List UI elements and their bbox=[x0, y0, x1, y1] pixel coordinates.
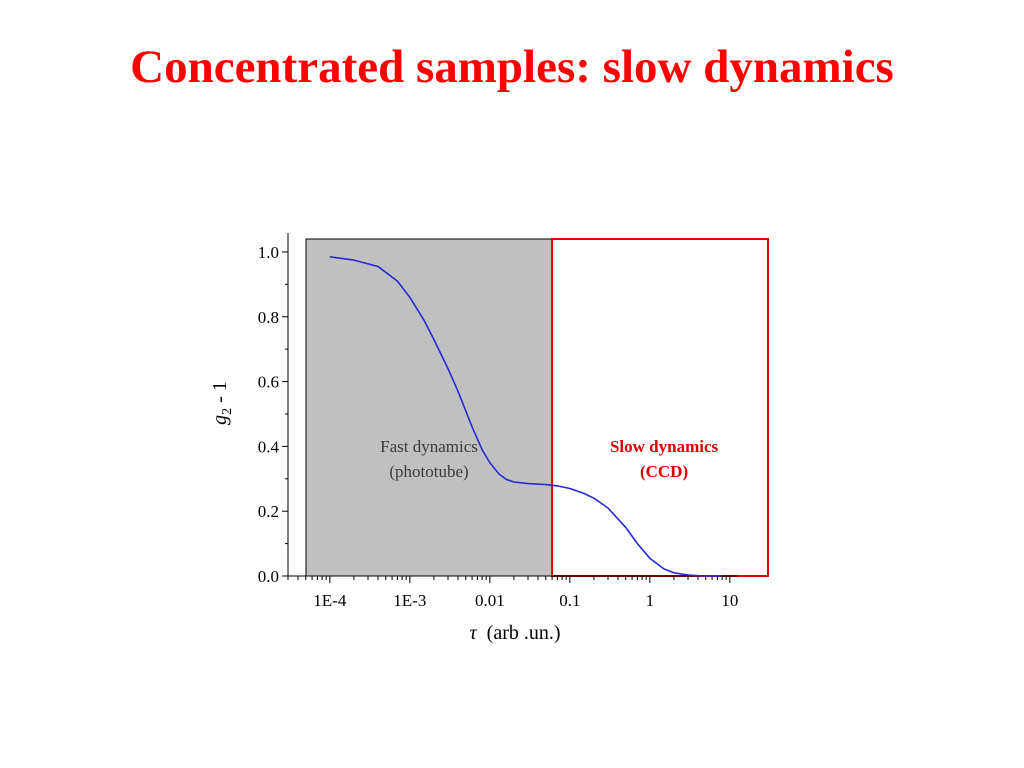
y-axis-title: g2 - 1 bbox=[209, 381, 235, 425]
fast-region-label: Fast dynamics bbox=[380, 437, 478, 456]
fast-region bbox=[305, 238, 553, 577]
y-tick-label: 0.6 bbox=[258, 373, 279, 392]
y-axis-suffix: - 1 bbox=[209, 381, 231, 408]
fast-region-label: (phototube) bbox=[389, 462, 468, 481]
y-axis-subscript: 2 bbox=[220, 408, 235, 415]
x-tick-label: 10 bbox=[721, 591, 738, 610]
slow-region-label: Slow dynamics bbox=[610, 437, 719, 456]
x-axis-title: τ (arb .un.) bbox=[469, 622, 560, 644]
slide-title: Concentrated samples: slow dynamics bbox=[130, 41, 894, 93]
y-axis-base: g bbox=[209, 415, 231, 425]
slow-region bbox=[551, 238, 769, 577]
x-axis-unit: (arb .un.) bbox=[487, 622, 561, 644]
y-tick-label: 0.8 bbox=[258, 308, 279, 327]
y-tick-label: 0.2 bbox=[258, 502, 279, 521]
x-tick-label: 0.01 bbox=[475, 591, 505, 610]
y-tick-label: 0.4 bbox=[258, 437, 280, 456]
data-curve bbox=[329, 256, 723, 577]
slow-region-label: (CCD) bbox=[640, 462, 688, 481]
x-axis-symbol: τ bbox=[469, 622, 477, 644]
y-tick-label: 1.0 bbox=[258, 243, 279, 262]
x-tick-label: 1 bbox=[646, 591, 655, 610]
x-tick-label: 0.1 bbox=[559, 591, 580, 610]
x-tick-label: 1E-4 bbox=[313, 591, 347, 610]
y-tick-label: 0.0 bbox=[258, 567, 279, 586]
x-tick-label: 1E-3 bbox=[393, 591, 426, 610]
